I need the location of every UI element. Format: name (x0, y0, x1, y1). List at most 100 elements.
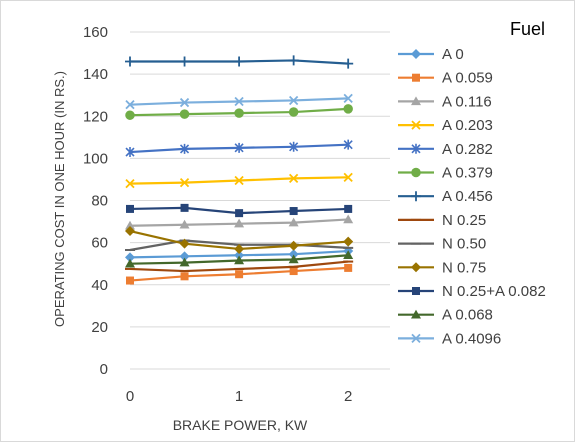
data-point (179, 219, 190, 229)
data-point (343, 214, 354, 224)
series-12 (125, 93, 353, 110)
data-point (288, 217, 299, 227)
legend-marker (411, 262, 421, 273)
y-tick-label: 20 (91, 319, 108, 336)
x-tick-label: 1 (235, 388, 243, 405)
data-point (235, 270, 244, 279)
data-point (234, 142, 244, 153)
y-tick-label: 60 (91, 235, 108, 252)
data-point (343, 172, 353, 182)
legend-label: A 0.203 (442, 117, 493, 134)
data-point (126, 276, 134, 285)
series-2 (125, 214, 354, 230)
legend-marker (411, 167, 421, 178)
legend-label: N 0.75 (442, 259, 486, 276)
data-point (234, 255, 245, 265)
legend-marker (411, 49, 421, 59)
legend-entry-10: N 0.25+A 0.082 (398, 283, 546, 300)
legend-entry-9: N 0.75 (398, 259, 486, 276)
legend-entry-5: A 0.379 (398, 165, 493, 182)
y-tick-label: 140 (83, 66, 108, 83)
y-tick-label: 40 (91, 277, 108, 294)
data-point (344, 204, 353, 213)
data-point (234, 56, 245, 67)
data-point (125, 56, 135, 67)
data-point (125, 226, 135, 237)
data-point (179, 251, 190, 262)
legend-entry-12: A 0.4096 (398, 330, 501, 347)
legend-entry-0: A 0 (398, 46, 464, 63)
legend-entry-1: A 0.059 (398, 70, 493, 87)
legend-label: A 0.068 (442, 307, 493, 324)
legend-entry-7: N 0.25 (398, 212, 486, 229)
data-point (289, 141, 299, 152)
data-point (180, 203, 189, 212)
data-point (288, 95, 299, 106)
data-point (288, 107, 299, 117)
y-tick-label: 100 (83, 150, 108, 167)
legend-marker (412, 73, 420, 82)
legend-marker (411, 309, 421, 319)
data-point (179, 257, 190, 267)
legend-marker (411, 120, 421, 130)
data-point (125, 258, 135, 268)
data-point (234, 243, 245, 254)
data-point (179, 97, 190, 108)
data-point (126, 204, 134, 213)
data-point (343, 104, 353, 114)
data-point (125, 252, 135, 263)
legend-marker (411, 191, 421, 202)
data-point (344, 263, 353, 272)
data-point (234, 108, 244, 118)
data-point (288, 240, 299, 251)
data-point (179, 238, 190, 249)
series-9 (125, 226, 354, 254)
data-point (288, 254, 299, 264)
legend-entry-6: A 0.456 (398, 188, 493, 205)
gridlines (130, 31, 390, 370)
data-point (234, 175, 244, 186)
data-point (234, 218, 245, 228)
data-point (343, 93, 353, 103)
legend-marker (412, 287, 420, 295)
data-point (180, 272, 189, 281)
series-5 (125, 104, 353, 120)
data-point (179, 56, 190, 67)
data-point (288, 55, 299, 66)
series-3 (125, 172, 353, 189)
series-10 (126, 203, 353, 218)
data-point (343, 250, 354, 260)
legend-entry-3: A 0.203 (398, 117, 493, 134)
series-4 (125, 139, 353, 158)
data-point (289, 267, 298, 276)
legend-entry-11: A 0.068 (398, 307, 493, 324)
series-7 (125, 260, 354, 273)
y-tick-label: 160 (83, 24, 108, 41)
legend-label: A 0.379 (442, 165, 493, 182)
y-tick-labels: 0 20 40 60 80 100 120 140 160 (83, 24, 108, 378)
series-6 (125, 55, 354, 69)
data-point (235, 209, 244, 218)
data-point (125, 179, 135, 189)
legend-entry-8: N 0.50 (398, 236, 486, 253)
series-11 (125, 250, 354, 268)
legend-entry-4: A 0.282 (398, 141, 493, 158)
x-axis-label: BRAKE POWER, KW (173, 417, 308, 433)
legend-entry-2: A 0.116 (398, 93, 492, 110)
data-point (343, 58, 354, 69)
data-point (343, 139, 353, 150)
legend-label: A 0.059 (442, 70, 493, 87)
x-tick-label: 0 (126, 388, 134, 405)
data-point (179, 177, 190, 188)
legend-marker (411, 96, 421, 106)
legend-label: A 0.282 (442, 141, 493, 158)
data-point (179, 143, 190, 154)
data-point (125, 220, 135, 230)
data-point (179, 109, 190, 119)
legend-label: A 0.116 (442, 93, 492, 110)
x-tick-label: 2 (344, 388, 352, 405)
series-1 (126, 263, 353, 285)
y-axis-label: OPERATING COST IN ONE HOUR (IN RS.) (52, 71, 67, 327)
legend-title: Fuel (510, 19, 545, 39)
